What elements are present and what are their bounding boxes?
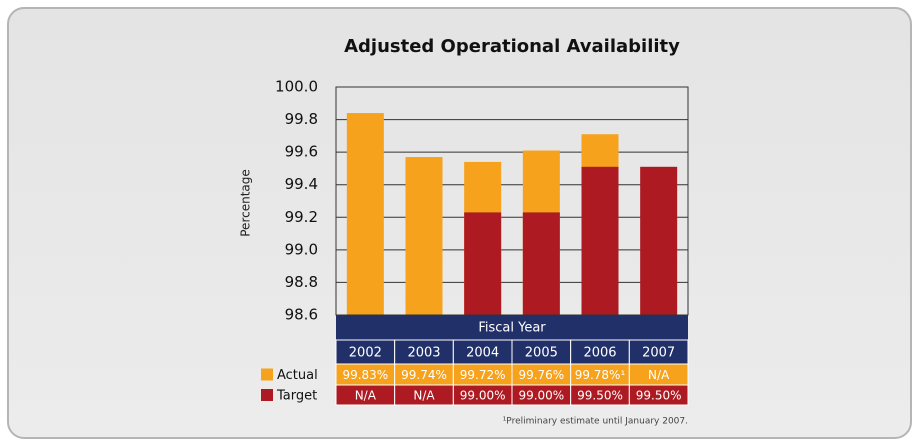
- legend-swatch: [261, 368, 273, 381]
- x-axis-label: Fiscal Year: [478, 321, 546, 336]
- table-cell-text: N/A: [355, 389, 377, 403]
- x-tick-label: 2004: [466, 346, 499, 361]
- y-tick-label: 99.6: [285, 143, 318, 161]
- y-tick-label: 99.4: [285, 175, 318, 193]
- legend-label: Target: [276, 389, 317, 404]
- table-cell-text: 99.00%: [518, 389, 564, 403]
- table-cell-text: 99.72%: [460, 368, 506, 382]
- bar: [522, 212, 560, 315]
- table-cell-text: 99.76%: [518, 368, 564, 382]
- chart-title: Adjusted Operational Availability: [344, 36, 680, 57]
- x-tick-label: 2006: [583, 346, 616, 361]
- bar: [346, 113, 384, 315]
- table-cell-text: 99.83%: [342, 368, 388, 382]
- x-tick-label: 2007: [642, 346, 675, 361]
- y-tick-label: 100.0: [275, 78, 318, 96]
- year-cell: [335, 339, 396, 365]
- y-tick-label: 98.6: [285, 306, 318, 324]
- y-axis-label: Percentage: [239, 169, 253, 237]
- bar: [464, 212, 502, 315]
- table-cell-text: 99.50%: [636, 389, 682, 403]
- year-cell: [394, 339, 454, 365]
- legend-label: Actual: [277, 368, 318, 383]
- table-cell-text: 99.78%¹: [575, 368, 626, 382]
- bar: [581, 166, 619, 315]
- table-cell-text: 99.74%: [401, 368, 447, 382]
- y-tick-label: 99.0: [285, 240, 318, 258]
- x-tick-label: 2003: [407, 346, 440, 361]
- table-cell-text: 99.50%: [577, 389, 623, 403]
- legend-swatch: [261, 389, 273, 401]
- table-cell-text: N/A: [413, 389, 435, 403]
- x-tick-label: 2002: [349, 346, 382, 361]
- year-cell: [628, 339, 689, 365]
- x-axis-band: [336, 315, 688, 340]
- table-cell-text: 99.00%: [460, 389, 506, 403]
- table-cell: [628, 384, 689, 406]
- bar: [640, 166, 678, 315]
- x-tick-label: 2005: [525, 346, 558, 361]
- y-tick-label: 98.8: [285, 273, 318, 291]
- y-tick-label: 99.8: [285, 110, 318, 128]
- table-cell-text: N/A: [648, 368, 670, 382]
- footnote: ¹Preliminary estimate until January 2007…: [503, 417, 688, 427]
- bar: [405, 157, 443, 315]
- y-tick-label: 99.2: [285, 208, 318, 226]
